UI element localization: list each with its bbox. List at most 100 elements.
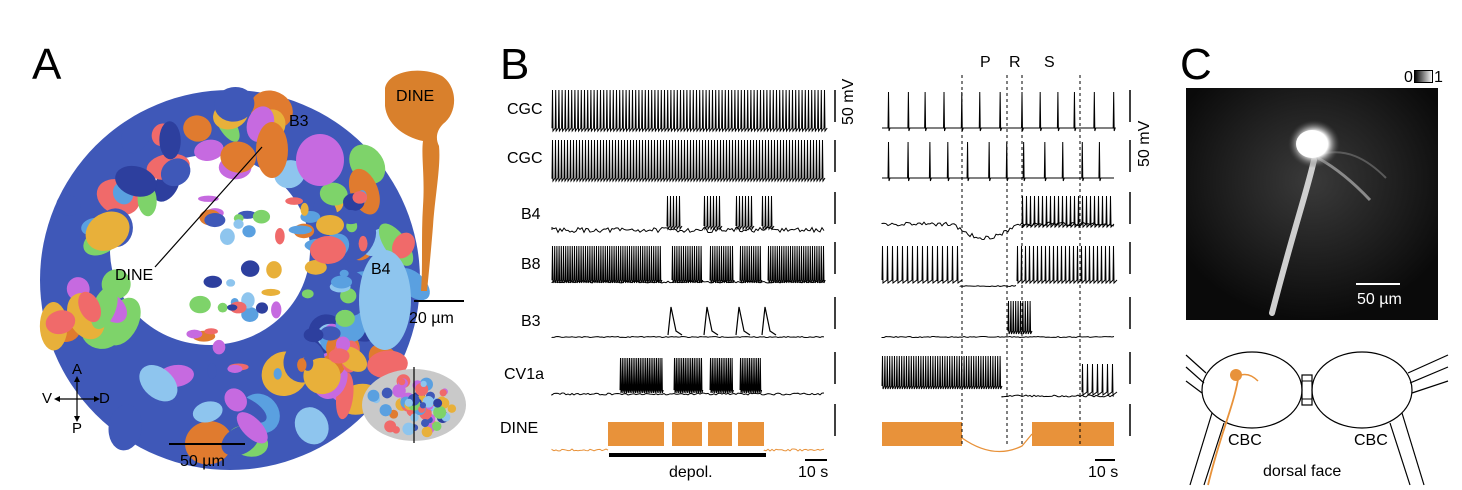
fluorescence-micrograph: 50 µm bbox=[1186, 88, 1438, 320]
cv1a-rebound-right bbox=[1081, 363, 1118, 396]
trace-label-1: CGC bbox=[507, 150, 543, 167]
neuron-soma bbox=[273, 368, 282, 380]
neuron-soma bbox=[241, 306, 259, 322]
identified-neuron bbox=[256, 122, 288, 178]
colorbar bbox=[1414, 70, 1433, 83]
inset-cell bbox=[381, 387, 393, 399]
neuron-soma bbox=[198, 195, 219, 202]
neuron-soma bbox=[194, 139, 224, 161]
phase-label-p: P bbox=[980, 54, 991, 71]
ganglion-3d-reconstruction bbox=[39, 86, 430, 470]
time-scale-label-left: 10 s bbox=[798, 464, 829, 481]
neuron-soma bbox=[339, 269, 349, 278]
orientation-compass bbox=[54, 376, 100, 422]
dine-depolarization-block bbox=[608, 422, 664, 446]
phase-label-r: R bbox=[1009, 54, 1021, 71]
cv1a-burst bbox=[619, 357, 664, 394]
time-scale-label-right: 10 s bbox=[1088, 464, 1119, 481]
dine-depolarization-block bbox=[882, 422, 962, 446]
neuron-soma bbox=[300, 202, 309, 216]
dine-depolarization-block bbox=[1032, 422, 1114, 446]
neuron-soma bbox=[120, 116, 152, 154]
b3-plateau bbox=[735, 306, 751, 336]
neuron-soma bbox=[204, 213, 226, 228]
b4-burst bbox=[703, 195, 723, 231]
neuron-soma bbox=[236, 412, 268, 444]
trace-cv1a-left bbox=[551, 392, 825, 396]
neuron-soma bbox=[214, 86, 255, 122]
voltage-scale-marks-right bbox=[1129, 90, 1131, 436]
neuron-soma bbox=[358, 235, 368, 252]
inset-cell bbox=[447, 404, 457, 413]
cv1a-hyperpol-right bbox=[1001, 394, 1115, 398]
compass-up: A bbox=[72, 361, 83, 378]
neuron-soma bbox=[78, 291, 101, 323]
voltage-scale-label-left: 50 mV bbox=[840, 78, 857, 125]
b3-plateau bbox=[703, 306, 719, 336]
dine-pointer-line bbox=[154, 146, 263, 268]
schematic-cbc-left: CBC bbox=[1228, 432, 1262, 449]
identified-neuron bbox=[310, 236, 346, 264]
voltage-scale-marks-left bbox=[834, 90, 836, 436]
neuron-soma bbox=[233, 219, 244, 229]
neuron-soma bbox=[227, 304, 238, 311]
b8-silent-right bbox=[959, 285, 1017, 287]
neuron-soma bbox=[160, 158, 191, 187]
neuron-soma bbox=[183, 115, 212, 142]
neuron-soma bbox=[192, 401, 223, 423]
panel-letter-a: A bbox=[32, 40, 62, 89]
phase-label-s: S bbox=[1044, 54, 1055, 71]
trace-label-3: B8 bbox=[521, 256, 541, 273]
trace-dine-left bbox=[551, 448, 609, 452]
trace-b8-left bbox=[551, 245, 663, 284]
neuron-soma bbox=[189, 295, 211, 314]
scale-bar-main-label: 50 µm bbox=[180, 453, 225, 470]
neuron-soma bbox=[266, 261, 282, 279]
trace-b3-right bbox=[881, 335, 1115, 339]
identified-neuron bbox=[296, 134, 344, 186]
schematic-dorsal-face: dorsal face bbox=[1263, 463, 1342, 480]
inset-cell bbox=[404, 398, 413, 407]
inset-cell bbox=[433, 398, 443, 408]
neuron-soma bbox=[352, 191, 368, 204]
neuron-soma bbox=[217, 302, 228, 313]
trace-b8-left bbox=[709, 245, 735, 284]
neuron-soma bbox=[242, 225, 256, 238]
neuron-soma bbox=[304, 260, 327, 275]
neuron-soma bbox=[392, 232, 415, 259]
scale-bar-neuron-label: 20 µm bbox=[409, 310, 454, 327]
neuron-soma bbox=[330, 275, 353, 289]
inset-cell bbox=[432, 421, 442, 432]
inset-cell bbox=[398, 378, 406, 386]
inset-cell bbox=[402, 422, 415, 436]
neuron-soma bbox=[319, 182, 348, 206]
neuron-soma bbox=[203, 275, 223, 288]
neuron-soma bbox=[240, 260, 260, 277]
neuron-soma bbox=[271, 301, 282, 319]
inset-cell bbox=[392, 384, 406, 398]
trace-label-4: B3 bbox=[521, 313, 541, 330]
compass-left: V bbox=[42, 390, 53, 407]
voltage-scale-label-right: 50 mV bbox=[1136, 120, 1153, 167]
trace-cgc-right bbox=[882, 141, 1114, 182]
b4-burst bbox=[666, 195, 683, 231]
scale-bar-main bbox=[169, 443, 245, 445]
neuron-soma bbox=[186, 329, 203, 339]
label-dine-main: DINE bbox=[115, 267, 154, 284]
trace-b8-baseline-left bbox=[551, 280, 825, 284]
b3-plateau bbox=[761, 306, 777, 336]
neuron-soma bbox=[261, 288, 281, 296]
neuron-soma bbox=[115, 165, 157, 197]
trace-b8-left bbox=[767, 245, 826, 284]
dine-depolarization-block bbox=[672, 422, 702, 446]
neuron-soma bbox=[303, 327, 324, 343]
colorbar-max: 1 bbox=[1434, 69, 1443, 86]
neuron-soma bbox=[220, 141, 256, 173]
neuron-soma bbox=[45, 310, 76, 335]
ganglion-schematic bbox=[1185, 351, 1449, 486]
dine-depolarization-block bbox=[738, 422, 764, 446]
cv1a-burst bbox=[673, 357, 704, 394]
trace-b8-right bbox=[881, 245, 963, 284]
neuron-soma bbox=[227, 364, 243, 373]
inset-cell bbox=[439, 389, 447, 397]
